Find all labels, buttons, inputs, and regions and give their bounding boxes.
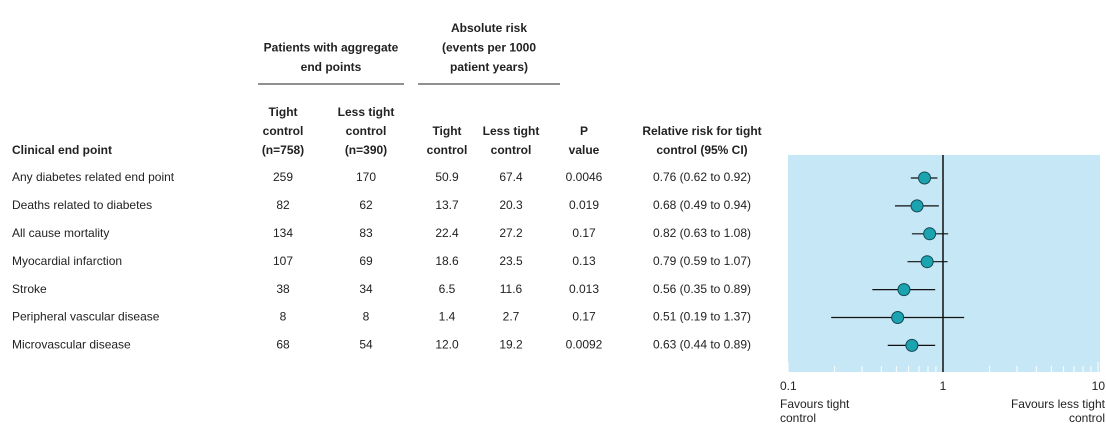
cell: 0.51 (0.19 to 1.37) xyxy=(653,310,751,324)
cell: 12.0 xyxy=(435,338,459,352)
group-header: patient years) xyxy=(450,60,528,74)
cell: 8 xyxy=(280,310,287,324)
column-header: control (95% CI) xyxy=(656,143,747,157)
point-estimate xyxy=(910,199,924,213)
cell: 54 xyxy=(359,338,373,352)
cell: 0.79 (0.59 to 1.07) xyxy=(653,254,751,268)
column-header: (n=758) xyxy=(262,143,304,157)
cell: 34 xyxy=(359,282,373,296)
cell: 1.4 xyxy=(439,310,456,324)
cell: 0.68 (0.49 to 0.94) xyxy=(653,198,751,212)
cell: 0.63 (0.44 to 0.89) xyxy=(653,338,751,352)
row-label: Peripheral vascular disease xyxy=(12,310,160,324)
column-header: (n=390) xyxy=(345,143,387,157)
point-estimate xyxy=(918,171,932,185)
axis-caption: control xyxy=(780,411,816,425)
column-header: Tight xyxy=(268,105,297,119)
cell: 13.7 xyxy=(435,198,459,212)
point-estimate xyxy=(905,338,919,352)
group-header: (events per 1000 xyxy=(442,41,536,55)
cell: 38 xyxy=(276,282,290,296)
x-tick-label: 1 xyxy=(940,379,947,393)
column-header: control xyxy=(346,124,387,138)
column-header: control xyxy=(263,124,304,138)
cell: 259 xyxy=(273,170,293,184)
row-label: Myocardial infarction xyxy=(12,254,122,268)
cell: 0.0046 xyxy=(566,170,603,184)
column-header: Less tight xyxy=(338,105,395,119)
cell: 0.17 xyxy=(572,226,596,240)
axis-caption: Favours less tight xyxy=(1011,397,1106,411)
column-header: control xyxy=(491,143,532,157)
row-label: Deaths related to diabetes xyxy=(12,198,152,212)
column-header: control xyxy=(427,143,468,157)
axis-caption: control xyxy=(1069,411,1105,425)
cell: 27.2 xyxy=(499,226,523,240)
cell: 18.6 xyxy=(435,254,459,268)
column-header: Tight xyxy=(432,124,461,138)
cell: 82 xyxy=(276,198,290,212)
cell: 69 xyxy=(359,254,373,268)
x-tick-label: 0.1 xyxy=(780,379,797,393)
cell: 22.4 xyxy=(435,226,459,240)
row-label: Microvascular disease xyxy=(12,338,131,352)
row-label: Stroke xyxy=(12,282,47,296)
cell: 0.82 (0.63 to 1.08) xyxy=(653,226,751,240)
point-estimate xyxy=(923,227,937,241)
cell: 50.9 xyxy=(435,170,459,184)
cell: 62 xyxy=(359,198,373,212)
column-header: value xyxy=(569,143,600,157)
cell: 6.5 xyxy=(439,282,456,296)
row-label: All cause mortality xyxy=(12,226,109,240)
plot-background xyxy=(788,155,1100,372)
cell: 68 xyxy=(276,338,290,352)
cell: 19.2 xyxy=(499,338,523,352)
cell: 0.0092 xyxy=(566,338,603,352)
cell: 170 xyxy=(356,170,376,184)
group-header: Absolute risk xyxy=(451,21,527,35)
point-estimate xyxy=(891,311,905,324)
cell: 0.56 (0.35 to 0.89) xyxy=(653,282,751,296)
column-header: Clinical end point xyxy=(12,143,112,157)
column-header: P xyxy=(580,124,588,138)
point-estimate xyxy=(920,255,934,269)
cell: 0.019 xyxy=(569,198,599,212)
column-header: Less tight xyxy=(483,124,540,138)
cell: 67.4 xyxy=(499,170,523,184)
x-tick-label: 10 xyxy=(1092,379,1106,393)
cell: 2.7 xyxy=(503,310,520,324)
row-label: Any diabetes related end point xyxy=(12,170,175,184)
point-estimate xyxy=(897,283,911,297)
group-header: end points xyxy=(301,60,362,74)
cell: 0.17 xyxy=(572,310,596,324)
cell: 23.5 xyxy=(499,254,523,268)
cell: 134 xyxy=(273,226,293,240)
cell: 11.6 xyxy=(500,282,523,296)
column-header: Relative risk for tight xyxy=(642,124,761,138)
cell: 83 xyxy=(359,226,373,240)
cell: 0.76 (0.62 to 0.92) xyxy=(653,170,751,184)
axis-caption: Favours tight xyxy=(780,397,850,411)
cell: 0.013 xyxy=(569,282,599,296)
cell: 107 xyxy=(273,254,293,268)
group-header: Patients with aggregate xyxy=(264,41,399,55)
cell: 8 xyxy=(363,310,370,324)
cell: 0.13 xyxy=(572,254,596,268)
cell: 20.3 xyxy=(499,198,523,212)
